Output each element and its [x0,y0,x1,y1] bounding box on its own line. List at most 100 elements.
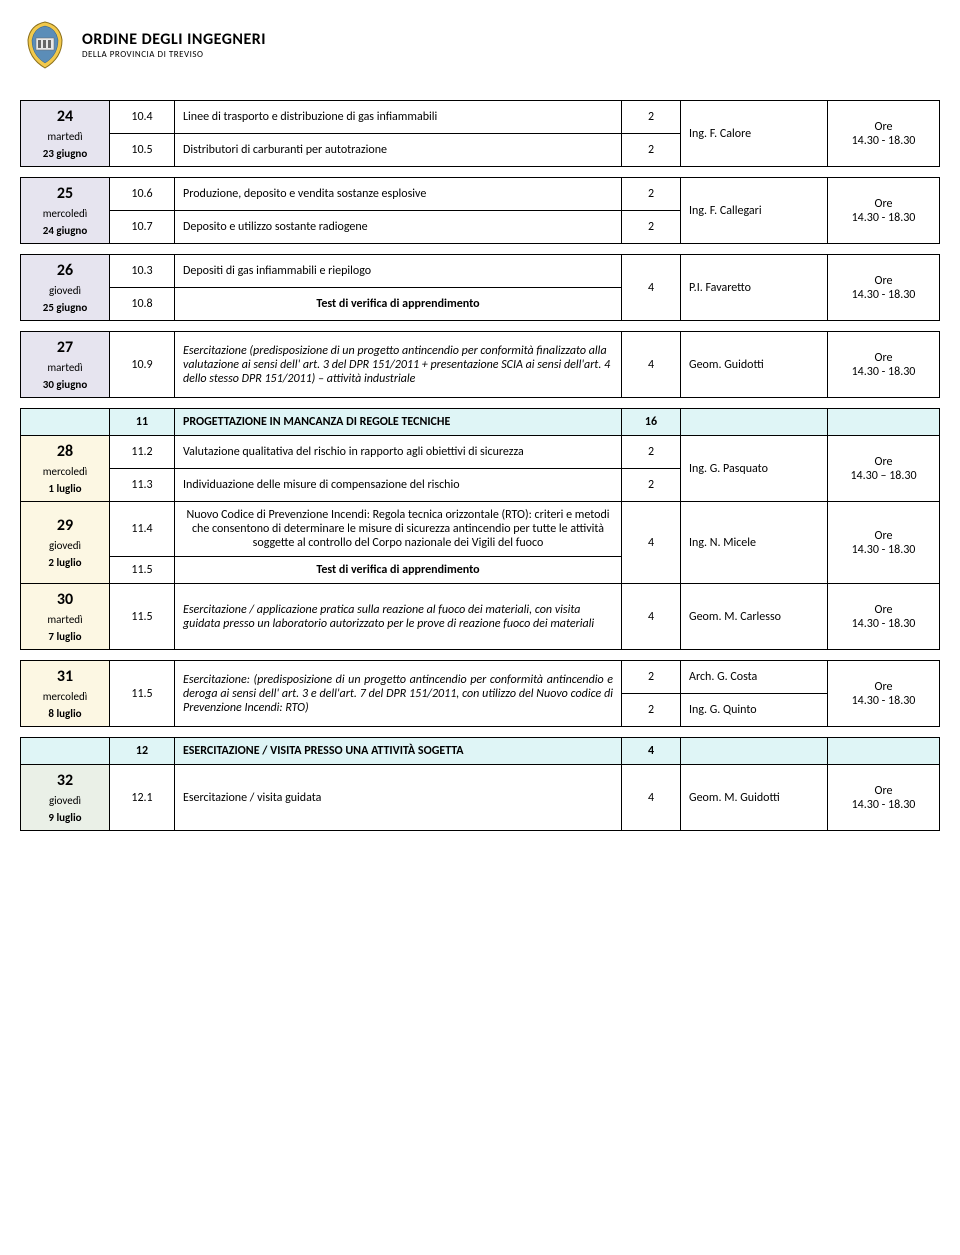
module-desc: Esercitazione: (predisposizione di un pr… [175,661,622,727]
module-desc: Valutazione qualitativa del rischio in r… [175,436,622,469]
ore-label: Ore [836,603,931,617]
day-name: mercoledì [29,207,101,220]
day-date: 7 luglio [29,630,101,643]
module-num: 10.8 [110,288,175,321]
instructor: Geom. M. Carlesso [681,584,828,650]
ore-label: Ore [836,529,931,543]
module-desc: Nuovo Codice di Prevenzione Incendi: Reg… [175,502,622,557]
module-num: 11.5 [110,584,175,650]
day-date: 25 giugno [29,301,101,314]
module-desc: Deposito e utilizzo sostante radiogene [175,211,622,244]
ore-label: Ore [836,455,931,469]
day-date: 1 luglio [29,482,101,495]
instructor: Arch. G. Costa [681,661,828,694]
day-date: 23 giugno [29,147,101,160]
ore-label: Ore [836,274,931,288]
module-num: 10.4 [110,101,175,134]
instructor: Geom. M. Guidotti [681,765,828,831]
time-range: 14.30 - 18.30 [836,288,931,302]
module-desc: Individuazione delle misure di compensaz… [175,469,622,502]
day-number: 28 [29,442,101,461]
block-24: 24 martedì 23 giugno 10.4 Linee di trasp… [20,100,940,167]
time-range: 14.30 - 18.30 [836,694,931,708]
section-title: ESERCITAZIONE / VISITA PRESSO UNA ATTIVI… [175,738,622,765]
instructor: P.I. Favaretto [681,255,828,321]
day-name: martedì [29,361,101,374]
module-num: 11.5 [110,661,175,727]
day-name: giovedì [29,539,101,552]
day-number: 24 [29,107,101,126]
time-range: 14.30 - 18.30 [836,365,931,379]
module-hours: 2 [622,694,681,727]
module-hours: 4 [622,765,681,831]
section-12: 12 ESERCITAZIONE / VISITA PRESSO UNA ATT… [20,737,940,831]
day-name: mercoledì [29,465,101,478]
module-desc: Produzione, deposito e vendita sostanze … [175,178,622,211]
module-num: 10.9 [110,332,175,398]
day-date: 30 giugno [29,378,101,391]
header-text: ORDINE DEGLI INGEGNERI DELLA PROVINCIA D… [82,30,266,60]
day-number: 25 [29,184,101,203]
block-27: 27 martedì 30 giugno 10.9 Esercitazione … [20,331,940,398]
section-num: 12 [110,738,175,765]
day-number: 30 [29,590,101,609]
module-hours: 4 [622,332,681,398]
day-date: 2 luglio [29,556,101,569]
module-hours: 2 [622,661,681,694]
instructor: Ing. N. Micele [681,502,828,584]
section-11: 11 PROGETTAZIONE IN MANCANZA DI REGOLE T… [20,408,940,650]
module-desc: Esercitazione / applicazione pratica sul… [175,584,622,650]
section-hours: 4 [622,738,681,765]
module-hours: 4 [622,502,681,584]
instructor: Ing. F. Callegari [681,178,828,244]
day-number: 27 [29,338,101,357]
module-hours: 4 [622,255,681,321]
time-range: 14.30 - 18.30 [836,211,931,225]
module-desc: Distributori di carburanti per autotrazi… [175,134,622,167]
module-hours: 2 [622,134,681,167]
day-date: 24 giugno [29,224,101,237]
logo-icon [20,20,70,70]
module-num: 11.2 [110,436,175,469]
ore-label: Ore [836,680,931,694]
time-range: 14.30 - 18.30 [836,617,931,631]
module-hours: 4 [622,584,681,650]
day-name: giovedì [29,794,101,807]
day-number: 26 [29,261,101,280]
module-desc: Esercitazione / visita guidata [175,765,622,831]
module-hours: 2 [622,178,681,211]
module-hours: 2 [622,469,681,502]
module-desc: Depositi di gas infiammabili e riepilogo [175,255,622,288]
block-25: 25 mercoledì 24 giugno 10.6 Produzione, … [20,177,940,244]
section-title: PROGETTAZIONE IN MANCANZA DI REGOLE TECN… [175,409,622,436]
ore-label: Ore [836,351,931,365]
day-name: giovedì [29,284,101,297]
header-subtitle: DELLA PROVINCIA DI TREVISO [82,49,266,60]
day-number: 31 [29,667,101,686]
module-hours: 2 [622,101,681,134]
module-num: 10.3 [110,255,175,288]
module-desc: Esercitazione (predisposizione di un pro… [175,332,622,398]
day-number: 32 [29,771,101,790]
module-desc: Test di verifica di apprendimento [175,557,622,584]
module-num: 12.1 [110,765,175,831]
time-range: 14.30 - 18.30 [836,134,931,148]
instructor: Ing. G. Quinto [681,694,828,727]
instructor: Geom. Guidotti [681,332,828,398]
page-header: ORDINE DEGLI INGEGNERI DELLA PROVINCIA D… [20,20,940,70]
day-date: 9 luglio [29,811,101,824]
day-date: 8 luglio [29,707,101,720]
module-num: 10.5 [110,134,175,167]
module-num: 10.7 [110,211,175,244]
section-hours: 16 [622,409,681,436]
instructor: Ing. G. Pasquato [681,436,828,502]
instructor: Ing. F. Calore [681,101,828,167]
module-hours: 2 [622,436,681,469]
ore-label: Ore [836,197,931,211]
ore-label: Ore [836,120,931,134]
module-desc: Test di verifica di apprendimento [175,288,622,321]
ore-label: Ore [836,784,931,798]
day-name: mercoledì [29,690,101,703]
module-hours: 2 [622,211,681,244]
module-num: 11.5 [110,557,175,584]
